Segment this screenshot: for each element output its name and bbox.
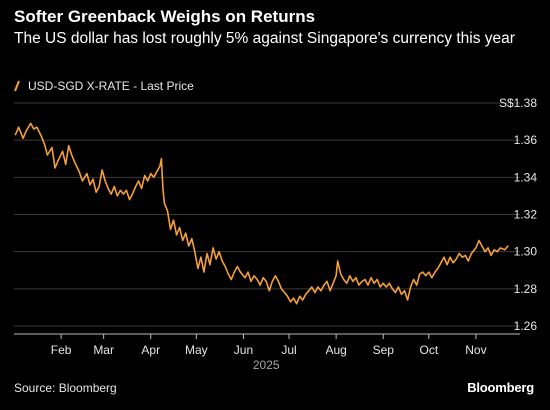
y-tick-label-6: S$1.38 (499, 96, 537, 110)
legend-swatch-icon (14, 80, 20, 92)
x-tick-label-7: Sep (373, 343, 395, 357)
y-tick-label-4: 1.34 (514, 170, 538, 184)
x-tick-label-8: Oct (419, 343, 438, 357)
x-tick-label-2: Apr (141, 343, 160, 357)
legend: USD-SGD X-RATE - Last Price (14, 79, 194, 93)
x-tick-label-9: Nov (465, 343, 486, 357)
y-tick-label-0: 1.26 (514, 319, 538, 333)
chart-title: Softer Greenback Weighs on Returns (14, 7, 316, 26)
x-tick-label-6: Aug (325, 343, 346, 357)
y-tick-label-2: 1.30 (514, 245, 538, 259)
y-tick-label-5: 1.36 (514, 133, 538, 147)
x-tick-label-1: Mar (93, 343, 114, 357)
x-tick-label-0: Feb (51, 343, 72, 357)
source-note: Source: Bloomberg (14, 381, 117, 395)
bloomberg-logo: Bloomberg (467, 380, 534, 395)
y-tick-label-1: 1.28 (514, 282, 538, 296)
series-line-0 (14, 122, 509, 305)
x-tick-label-3: May (185, 343, 208, 357)
x-tick-label-4: Jun (234, 343, 253, 357)
legend-label: USD-SGD X-RATE - Last Price (28, 79, 194, 93)
x-axis-year-label: 2025 (253, 358, 280, 372)
x-tick-label-5: Jul (281, 343, 296, 357)
y-tick-label-3: 1.32 (514, 208, 538, 222)
chart-subtitle: The US dollar has lost roughly 5% agains… (14, 30, 515, 47)
